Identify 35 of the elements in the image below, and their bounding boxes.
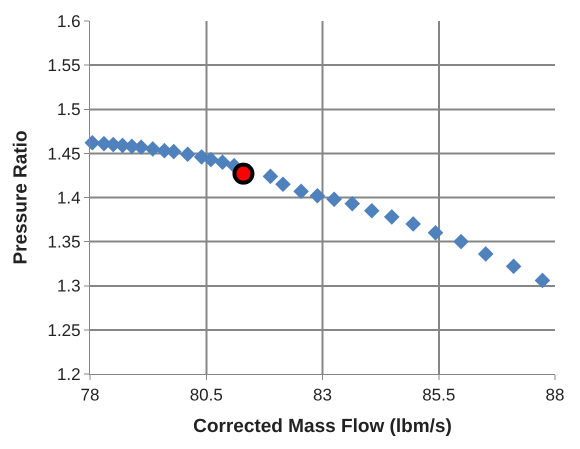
y-tick-label: 1.3 — [56, 276, 81, 296]
point — [405, 216, 421, 232]
point — [232, 162, 254, 185]
x-tick-label: 85.5 — [422, 385, 456, 404]
point — [534, 272, 550, 288]
point — [478, 246, 494, 262]
y-tick-label: 1.6 — [56, 12, 81, 31]
y-tick-label: 1.25 — [48, 320, 81, 340]
x-axis-title: Corrected Mass Flow (lbm/s) — [193, 416, 452, 438]
y-axis-title: Pressure Ratio — [10, 130, 32, 265]
point — [310, 188, 326, 204]
point — [144, 141, 161, 157]
x-tick-label: 88 — [546, 385, 564, 404]
point — [293, 184, 309, 200]
point — [203, 152, 219, 168]
y-tick-label: 1.2 — [56, 364, 81, 384]
point — [364, 202, 380, 219]
y-tick-label: 1.35 — [48, 232, 81, 252]
y-tick-label: 1.55 — [48, 56, 81, 76]
x-tick-label: 78 — [80, 385, 100, 404]
y-tick-label: 1.45 — [48, 144, 81, 164]
point — [214, 154, 230, 170]
x-tick-label: 83 — [313, 385, 332, 404]
point — [344, 196, 360, 212]
x-tick-label: 80.5 — [190, 385, 223, 404]
point — [506, 258, 522, 274]
point — [453, 234, 469, 250]
y-tick-label: 1.5 — [56, 100, 81, 120]
point — [180, 146, 196, 162]
y-tick-label: 1.4 — [56, 188, 81, 208]
point — [326, 191, 342, 208]
point — [428, 225, 444, 241]
point — [384, 209, 400, 225]
point — [262, 168, 278, 184]
point — [275, 176, 291, 192]
